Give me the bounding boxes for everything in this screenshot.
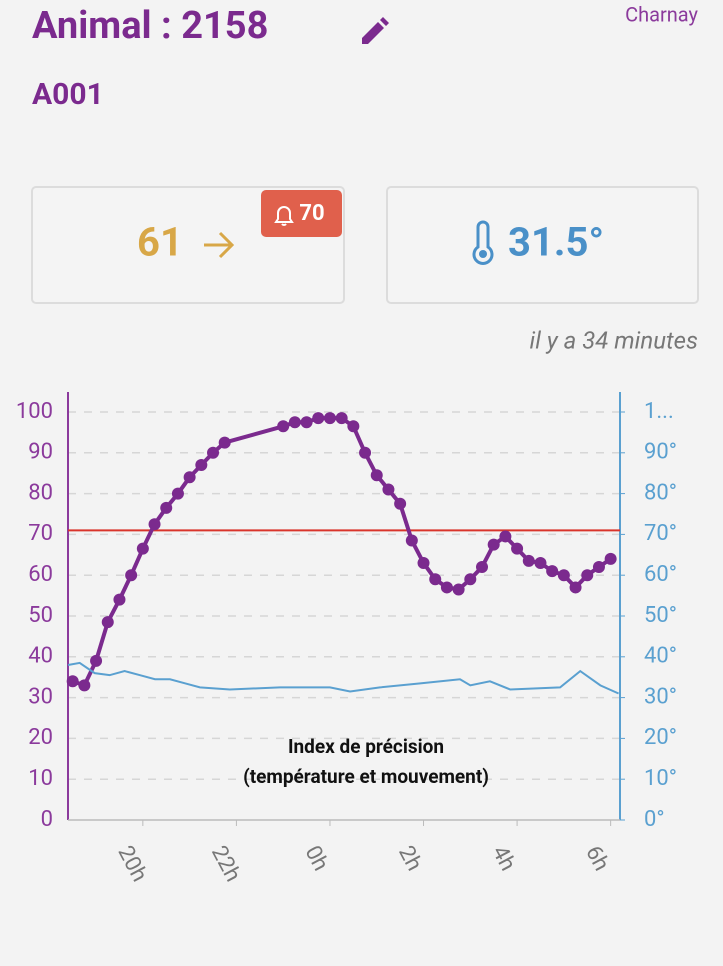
data-point — [569, 581, 582, 594]
y-tick-label: 30 — [28, 684, 53, 709]
y-tick-label: 70 — [28, 521, 53, 546]
data-point — [125, 569, 138, 582]
x-tick-label: 0h — [300, 842, 334, 875]
data-point — [382, 483, 395, 496]
y-tick-label: 60 — [28, 562, 53, 587]
data-point — [394, 497, 407, 510]
y2-tick-label: 10° — [644, 766, 677, 791]
data-point — [160, 501, 173, 514]
data-point — [546, 565, 559, 578]
y-tick-label: 20 — [28, 725, 53, 750]
x-tick-label: 6h — [580, 842, 614, 875]
y-tick-label: 50 — [28, 603, 53, 628]
data-point — [335, 412, 348, 425]
edit-icon[interactable] — [362, 17, 389, 44]
data-point — [195, 459, 208, 472]
data-point — [312, 412, 325, 425]
annotation: Index de précision — [288, 735, 444, 758]
animal-id: A001 — [32, 77, 104, 112]
data-point — [429, 573, 442, 586]
data-point — [218, 436, 231, 449]
data-point — [78, 679, 91, 692]
data-point — [511, 542, 524, 555]
x-tick-label: 22h — [206, 842, 245, 886]
y2-tick-label: 0° — [644, 807, 665, 832]
location: Charnay — [625, 2, 698, 26]
y-tick-label: 10 — [28, 766, 53, 791]
data-point — [370, 469, 383, 482]
data-point — [464, 573, 477, 586]
y2-tick-label: 70° — [644, 521, 677, 546]
data-point — [487, 538, 500, 551]
y-tick-label: 40 — [28, 644, 53, 669]
last-update: il y a 34 minutes — [530, 326, 698, 354]
data-point — [277, 420, 290, 433]
data-point — [101, 616, 114, 629]
data-point — [592, 561, 605, 574]
temperature-value: 31.5° — [508, 219, 604, 266]
data-point — [534, 556, 547, 569]
data-point — [581, 569, 594, 582]
data-point — [405, 534, 418, 547]
y-tick-label: 80 — [28, 480, 53, 505]
data-point — [323, 412, 336, 425]
y2-tick-label: 90° — [644, 440, 677, 465]
data-point — [288, 416, 301, 429]
series-line — [67, 661, 620, 695]
data-point — [604, 552, 617, 565]
y2-tick-label: 1... — [644, 399, 674, 424]
data-point — [522, 554, 535, 567]
temperature-card — [386, 186, 699, 304]
y2-tick-label: 60° — [644, 562, 677, 587]
x-tick-label: 2h — [393, 842, 427, 875]
data-point — [359, 446, 372, 459]
data-point — [347, 420, 360, 433]
x-tick-label: 20h — [112, 842, 151, 886]
data-point — [557, 569, 570, 582]
thermometer-icon — [472, 220, 494, 265]
data-point — [300, 416, 313, 429]
y2-tick-label: 40° — [644, 644, 677, 669]
data-point — [207, 446, 220, 459]
bell-icon — [274, 206, 294, 226]
data-point — [476, 561, 488, 574]
data-point — [417, 556, 430, 569]
data-point — [66, 675, 79, 688]
y2-tick-label: 30° — [644, 684, 677, 709]
data-point — [90, 654, 103, 667]
chart: 0 10 20 30 40 50 60 70 80 90 100 0° 10° 20° 30° 40° 50° 6… — [16, 392, 677, 886]
annotation: (température et mouvement) — [243, 765, 489, 788]
y2-tick-label: 80° — [644, 480, 677, 505]
thermometer-bulb — [479, 250, 487, 258]
alert-badge — [261, 190, 342, 237]
y-tick-label: 0 — [41, 807, 53, 832]
y2-tick-label: 50° — [644, 603, 677, 628]
activity-value: 61 — [137, 219, 183, 266]
data-point — [136, 542, 149, 555]
series-line — [72, 416, 612, 688]
alert-value: 70 — [299, 201, 324, 226]
data-point — [183, 471, 196, 484]
y2-tick-label: 20° — [644, 725, 677, 750]
animal-title: Animal : 2158 — [32, 4, 268, 48]
data-point — [440, 581, 453, 594]
data-point — [499, 530, 512, 543]
y-tick-label: 100 — [16, 399, 53, 424]
data-point — [452, 583, 465, 596]
data-point — [171, 487, 184, 500]
data-point — [148, 518, 161, 531]
data-point — [113, 593, 126, 606]
y-tick-label: 90 — [28, 440, 53, 465]
x-tick-label: 4h — [487, 842, 521, 875]
trend-arrow — [204, 231, 235, 259]
